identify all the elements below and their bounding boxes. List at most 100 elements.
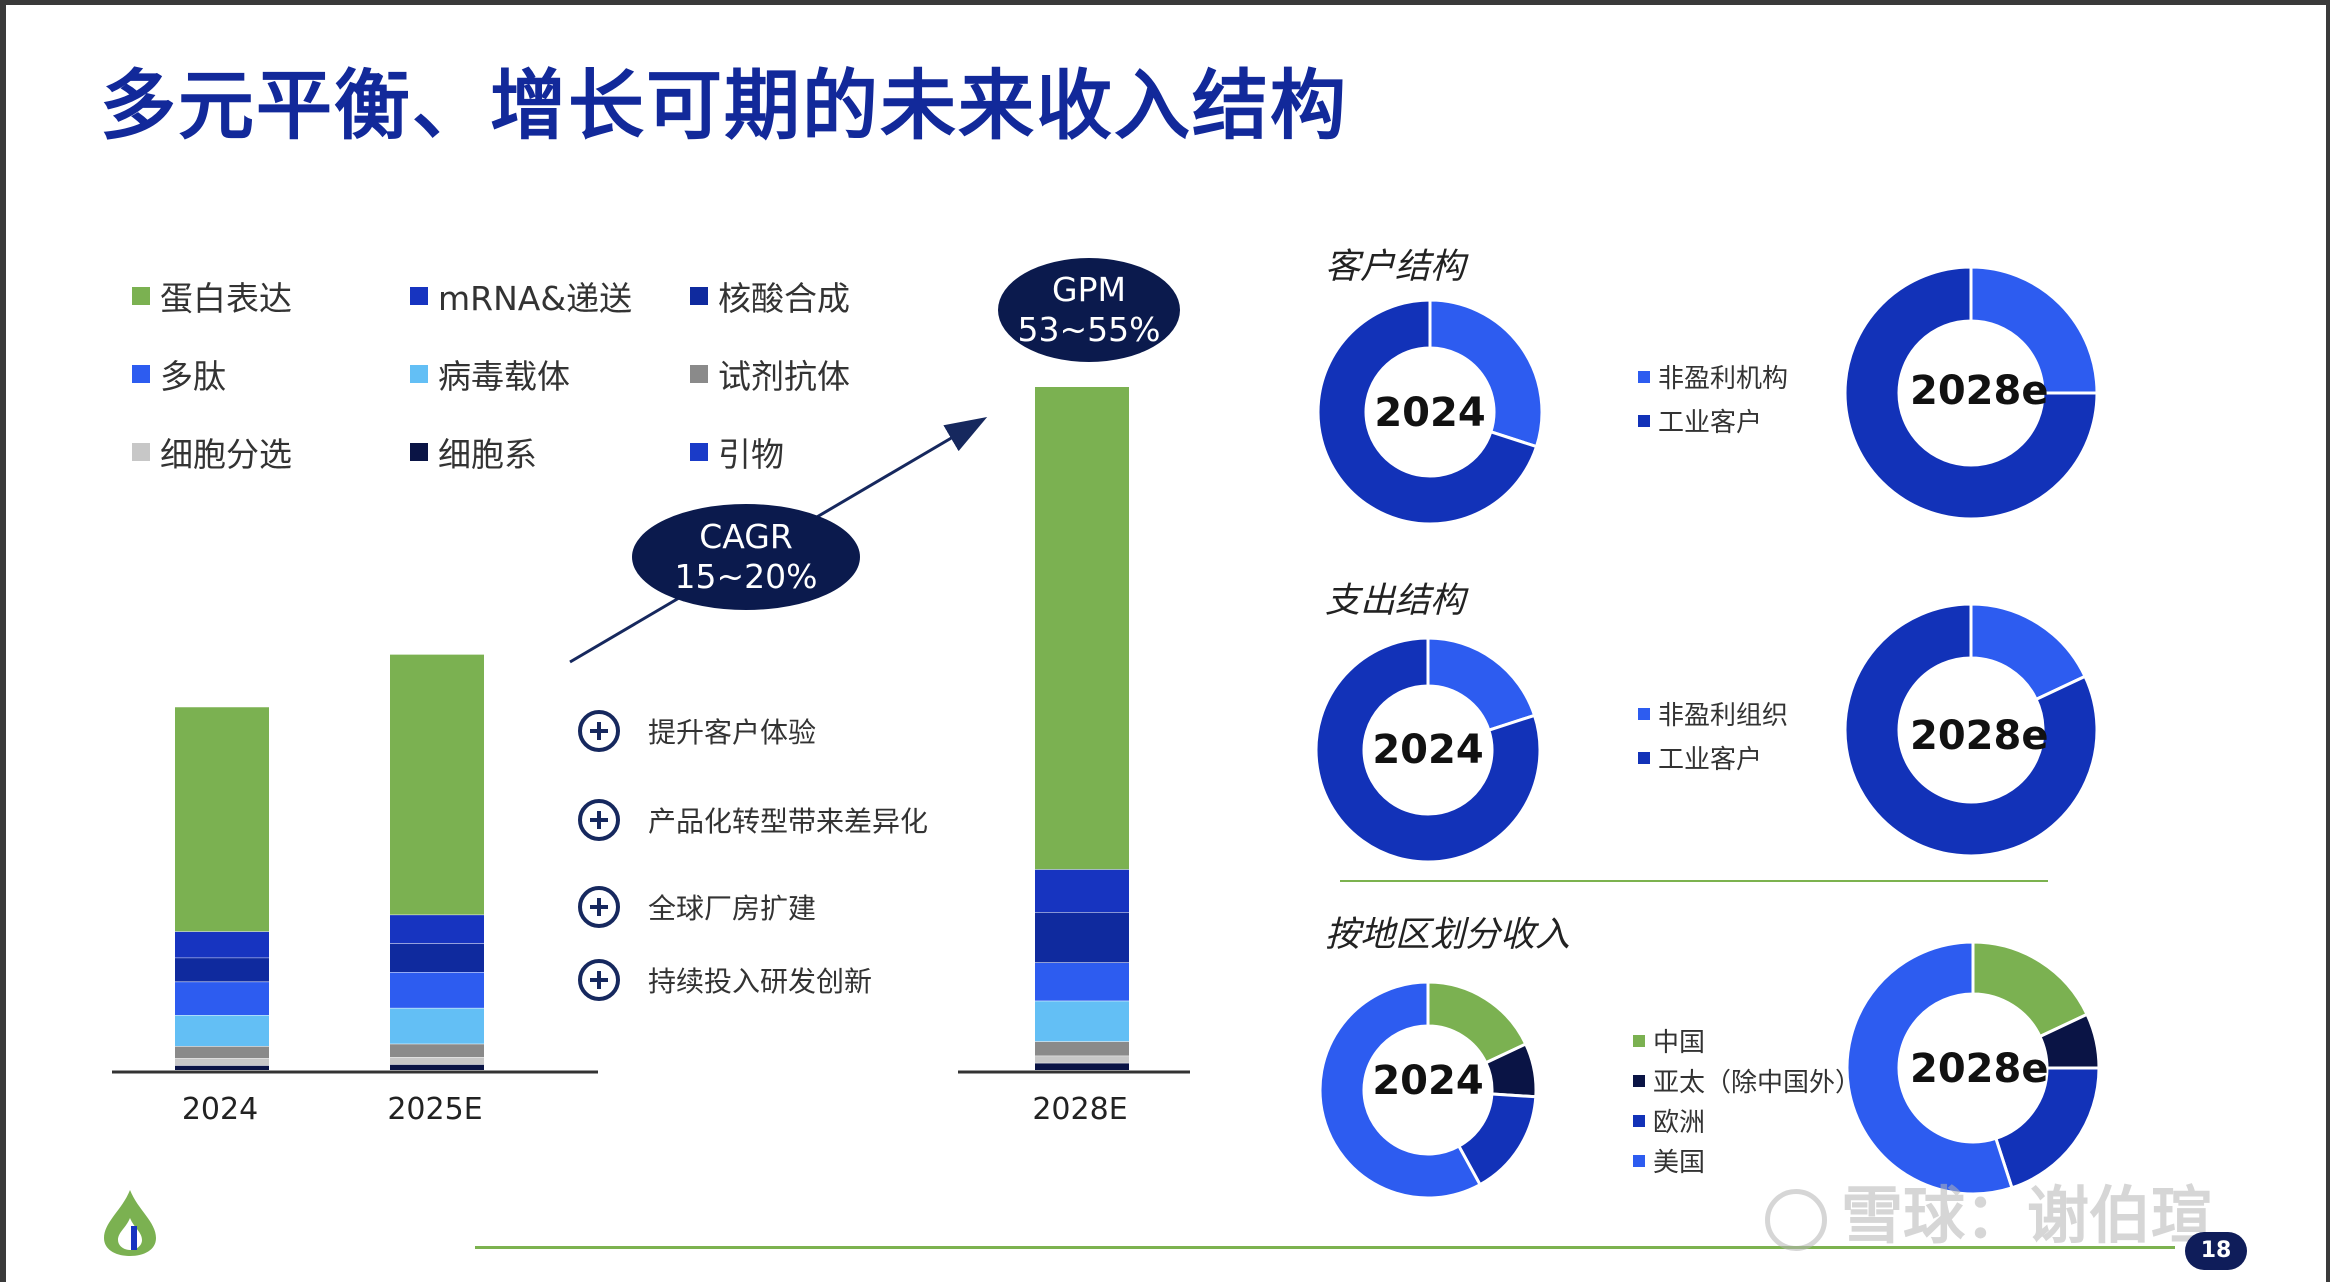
section-title-region: 按地区划分收入 <box>1325 915 1571 955</box>
plus-circle-icon <box>578 799 620 841</box>
footer-divider <box>475 1246 2175 1249</box>
legend-label: 核酸合成 <box>718 279 850 318</box>
legend-label: mRNA&递送 <box>438 279 633 318</box>
legend-item: mRNA&递送 <box>410 272 632 320</box>
legend-swatch <box>410 365 428 383</box>
bar-segment <box>175 1065 269 1070</box>
legend-swatch <box>1633 1154 1645 1167</box>
section-divider <box>1340 880 2048 882</box>
legend-label: 试剂抗体 <box>718 357 850 396</box>
donut-slice <box>1314 636 1542 864</box>
driver-label: 提升客户体验 <box>648 716 817 749</box>
bar-segment <box>1035 1055 1129 1063</box>
driver-item: 产品化转型带来差异化 <box>578 799 928 841</box>
bar-segment <box>390 943 484 973</box>
legend-label: 蛋白表达 <box>160 279 292 318</box>
legend-swatch <box>1633 1034 1645 1047</box>
gpm-label: GPM <box>1052 270 1126 309</box>
donut-slice <box>1845 940 2014 1196</box>
donut-center-label: 2028e <box>1910 713 2049 759</box>
x-label-2025e: 2025E <box>387 1092 483 1127</box>
bar-segment <box>390 972 484 1008</box>
legend-item: 美国 <box>1633 1142 1705 1179</box>
legend-label: 工业客户 <box>1658 408 1763 438</box>
bar-segment <box>1035 386 1129 870</box>
bar-segment <box>175 1046 269 1059</box>
legend-label: 非盈利机构 <box>1658 364 1789 394</box>
bar-segment <box>1035 1041 1129 1056</box>
donut-slice <box>1426 636 1537 733</box>
legend-swatch <box>132 365 150 383</box>
bar-segment <box>390 1064 484 1070</box>
legend-label: 引物 <box>718 435 784 474</box>
driver-label: 产品化转型带来差异化 <box>648 805 929 838</box>
cagr-label: CAGR <box>699 517 793 556</box>
plus-circle-icon <box>578 710 620 752</box>
plus-circle-icon <box>578 959 620 1001</box>
bar-segment <box>1035 1062 1129 1070</box>
legend-label: 细胞系 <box>438 435 537 474</box>
cagr-value: 15~20% <box>674 557 818 596</box>
driver-item: 提升客户体验 <box>578 710 816 752</box>
watermark: 雪球：谢伯瑄 <box>1765 1165 2213 1255</box>
legend-label: 工业客户 <box>1658 745 1763 775</box>
gpm-bubble: GPM 53~55% <box>998 258 1180 362</box>
legend-item: 工业客户 <box>1638 402 1762 439</box>
bar-segment <box>1035 962 1129 1001</box>
legend-item: 亚太（除中国外） <box>1633 1062 1861 1099</box>
legend-item: 细胞系 <box>410 428 537 476</box>
legend-swatch <box>1633 1074 1645 1087</box>
donut-slice <box>1843 602 2099 858</box>
frame-right <box>2326 0 2330 1282</box>
legend-swatch <box>410 443 428 461</box>
x-label-2024: 2024 <box>181 1092 259 1127</box>
bar-segment <box>175 706 269 932</box>
legend-swatch <box>1633 1114 1645 1127</box>
driver-item: 持续投入研发创新 <box>578 959 872 1001</box>
bar-segment <box>390 1043 484 1058</box>
legend-swatch <box>132 287 150 305</box>
donut-slice <box>1969 265 2099 395</box>
donut-center-label: 2024 <box>1374 390 1486 436</box>
bar-segment <box>175 1015 269 1047</box>
section-title-customer: 客户结构 <box>1325 247 1466 287</box>
legend-item: 核酸合成 <box>690 272 850 320</box>
legend-label: 非盈利组织 <box>1658 701 1789 731</box>
donut-slice <box>1318 980 1483 1200</box>
legend-label: 美国 <box>1653 1148 1706 1178</box>
legend-swatch <box>690 365 708 383</box>
legend-label: 细胞分选 <box>160 435 292 474</box>
legend-item: 中国 <box>1633 1022 1705 1059</box>
legend-swatch <box>690 443 708 461</box>
company-logo-icon <box>104 1190 156 1256</box>
plus-circle-icon <box>578 886 620 928</box>
section-title-spending: 支出结构 <box>1325 581 1466 621</box>
donut-slice <box>1843 265 2099 521</box>
legend-swatch <box>690 287 708 305</box>
legend-item: 蛋白表达 <box>132 272 292 320</box>
cagr-bubble: CAGR 15~20% <box>632 504 860 610</box>
gpm-value: 53~55% <box>1017 310 1161 349</box>
legend-item: 欧洲 <box>1633 1102 1705 1139</box>
bar-segment <box>175 1058 269 1066</box>
frame-top <box>0 0 2330 5</box>
legend-swatch <box>132 443 150 461</box>
legend-item: 非盈利组织 <box>1638 695 1788 732</box>
bar-segment <box>390 654 484 915</box>
driver-label: 全球厂房扩建 <box>648 892 817 925</box>
frame-left <box>0 0 6 1282</box>
legend-item: 细胞分选 <box>132 428 292 476</box>
bar-segment <box>390 1007 484 1044</box>
legend-label: 多肽 <box>160 357 226 396</box>
x-label-2028e: 2028E <box>1032 1092 1128 1127</box>
page-title: 多元平衡、增长可期的未来收入结构 <box>100 61 1348 150</box>
legend-swatch <box>1638 707 1650 720</box>
legend-item: 引物 <box>690 428 784 476</box>
bar-segment <box>175 931 269 958</box>
bar-segment <box>175 957 269 982</box>
legend-label: 中国 <box>1653 1028 1706 1058</box>
donut-slice <box>1428 298 1544 449</box>
legend-swatch <box>1638 414 1650 427</box>
legend-swatch <box>1638 751 1650 764</box>
